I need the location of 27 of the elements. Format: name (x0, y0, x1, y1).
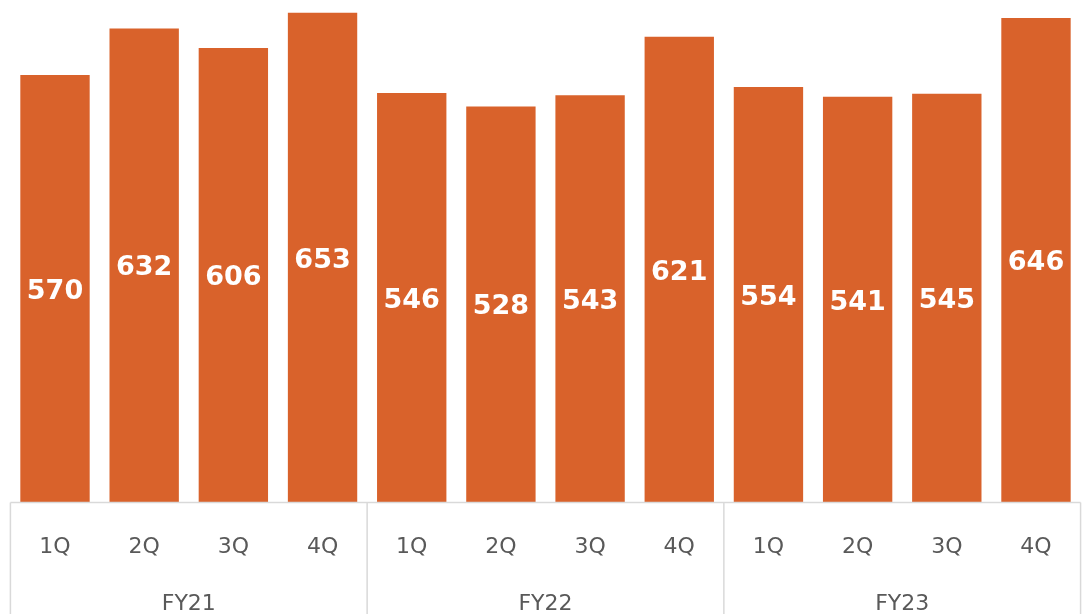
data-label: 632 (116, 250, 173, 282)
data-label: 570 (26, 273, 84, 305)
x-tick-label: 2Q (841, 533, 874, 558)
data-label: 543 (561, 283, 619, 315)
text: FY23 (875, 590, 930, 614)
x-tick-label: 2Q (128, 533, 160, 558)
x-tick-label: 3Q (574, 533, 606, 558)
x-tick-label: 1Q (752, 533, 785, 558)
x-tick-label: 4Q (663, 533, 695, 558)
data-label: 528 (472, 289, 530, 321)
data-label: 606 (205, 260, 262, 292)
x-tick-label: 2Q (485, 533, 517, 558)
data-label: 653 (294, 242, 351, 274)
text: FY22 (518, 590, 573, 614)
x-tick-label: 1Q (396, 533, 428, 558)
x-tick-label: 3Q (931, 533, 963, 558)
x-tick-label: 4Q (1020, 533, 1052, 558)
x-tick-label: 4Q (306, 533, 339, 558)
data-label: 621 (651, 254, 708, 286)
data-label: 546 (383, 282, 440, 314)
x-tick-label: 3Q (217, 533, 250, 558)
data-label: 541 (829, 284, 886, 316)
x-tick-label: 1Q (39, 533, 71, 558)
data-label: 545 (918, 283, 976, 315)
data-label: 554 (740, 279, 797, 311)
data-label: 646 (1007, 245, 1065, 277)
text: FY21 (161, 590, 216, 614)
